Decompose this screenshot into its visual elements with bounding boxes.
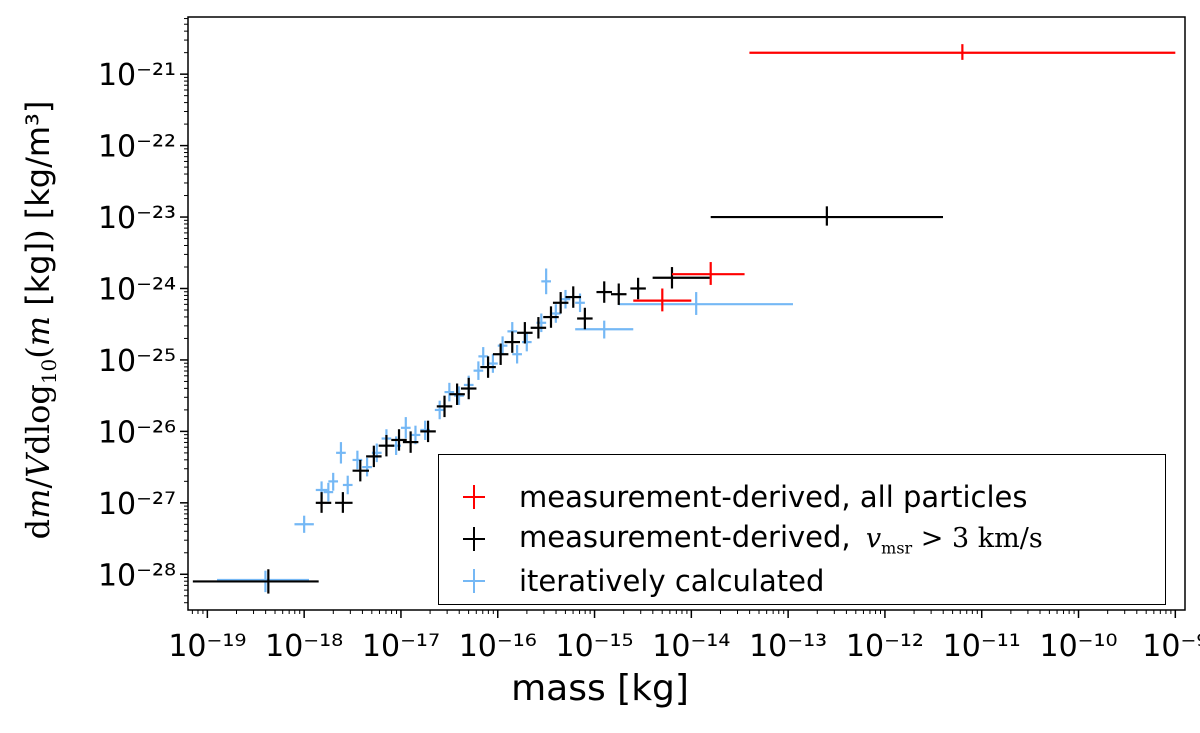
legend-marker-red <box>463 482 519 512</box>
data-point <box>577 307 593 330</box>
y-tick-label: 10⁻²⁶ <box>98 415 176 450</box>
data-point <box>560 289 571 309</box>
y-tick-label: 10⁻²⁸ <box>98 558 176 593</box>
data-point <box>480 356 496 378</box>
y-axis-label: dm/Vdlog10(m [kg]) [kg/m³] <box>18 100 62 540</box>
legend-item-vmsr: measurement-derived, vmsr > 3 km/s <box>439 517 1043 561</box>
data-point <box>596 281 612 303</box>
x-tick-label: 10⁻¹⁰ <box>1039 629 1117 664</box>
data-point <box>512 344 522 364</box>
data-point <box>192 569 319 594</box>
data-point <box>710 206 944 226</box>
legend: measurement-derived, all particles measu… <box>438 454 1166 605</box>
data-point <box>294 515 314 533</box>
x-axis-label: mass [kg] <box>511 668 689 709</box>
x-tick-label: 10⁻¹¹ <box>943 629 1021 664</box>
data-point <box>434 400 445 420</box>
data-point <box>449 383 465 405</box>
data-point <box>454 386 464 405</box>
data-point <box>478 347 489 366</box>
series-1 <box>192 206 944 594</box>
data-point <box>618 292 793 315</box>
legend-marker-blue <box>463 566 519 596</box>
y-tick-label: 10⁻²¹ <box>98 58 176 93</box>
legend-label-all-particles: measurement-derived, all particles <box>519 480 1028 514</box>
legend-label-vmsr: measurement-derived, vmsr > 3 km/s <box>519 520 1043 558</box>
legend-marker-black <box>463 524 519 554</box>
data-point <box>497 336 508 355</box>
x-tick-label: 10⁻¹⁷ <box>362 629 440 664</box>
y-tick-label: 10⁻²² <box>98 130 176 165</box>
data-point <box>336 442 346 464</box>
data-point <box>504 331 521 353</box>
data-point <box>402 431 419 453</box>
y-tick-label: 10⁻²³ <box>98 201 176 236</box>
x-tick-label: 10⁻¹² <box>846 629 924 664</box>
data-point <box>473 361 484 380</box>
data-point <box>488 354 498 373</box>
data-point <box>565 286 581 308</box>
data-point <box>543 306 559 328</box>
data-point <box>366 445 382 468</box>
data-point <box>652 267 711 289</box>
data-point <box>436 395 453 418</box>
data-point <box>517 322 533 344</box>
x-tick-label: 10⁻¹⁸ <box>265 629 343 664</box>
legend-item-all-particles: measurement-derived, all particles <box>439 475 1027 519</box>
data-point <box>610 283 627 305</box>
data-point <box>550 304 561 323</box>
data-point <box>630 277 646 300</box>
data-point <box>521 332 532 352</box>
data-point <box>400 417 411 439</box>
data-series <box>192 44 1176 594</box>
x-tick-label: 10⁻¹³ <box>749 629 827 664</box>
data-point <box>552 292 569 314</box>
y-tick-label: 10⁻²⁷ <box>98 487 176 522</box>
data-point <box>671 262 745 285</box>
data-point <box>530 317 547 339</box>
data-point <box>342 475 353 495</box>
data-point <box>315 492 332 513</box>
y-tick-label: 10⁻²⁵ <box>98 344 176 379</box>
y-tick-label: 10⁻²⁴ <box>98 272 176 307</box>
x-tick-label: 10⁻¹⁶ <box>459 629 537 664</box>
data-point <box>444 382 455 402</box>
data-point <box>420 420 436 443</box>
x-tick-label: 10⁻¹⁵ <box>556 629 634 664</box>
x-tick-label: 10⁻¹⁴ <box>652 629 730 664</box>
series-0 <box>633 44 1176 312</box>
x-axis-ticks: 10⁻¹⁹ 10⁻¹⁸ 10⁻¹⁷ 10⁻¹⁶ 10⁻¹⁵ 10⁻¹⁴ 10⁻¹³ 10⁻¹²… <box>168 610 1200 664</box>
data-point <box>328 472 339 491</box>
data-point <box>633 288 692 312</box>
y-axis-ticks: 10⁻²⁸ 10⁻²⁷ 10⁻²⁶ 10⁻²⁵ 10⁻²⁴ 10⁻²³ 10⁻²² 10⁻²¹ <box>98 18 188 604</box>
data-point <box>362 457 372 477</box>
x-tick-label: 10⁻¹⁹ <box>168 629 246 664</box>
data-point <box>378 434 395 457</box>
data-point <box>749 44 1176 60</box>
data-point <box>391 429 407 451</box>
data-point <box>541 268 551 295</box>
data-point <box>492 343 509 365</box>
legend-item-iterative: iteratively calculated <box>439 559 824 603</box>
x-tick-label: 10⁻⁹ <box>1142 629 1200 664</box>
data-point <box>460 377 477 400</box>
legend-label-iterative: iteratively calculated <box>519 564 825 598</box>
data-point <box>335 492 353 513</box>
data-point <box>352 459 370 482</box>
data-point <box>323 482 334 502</box>
